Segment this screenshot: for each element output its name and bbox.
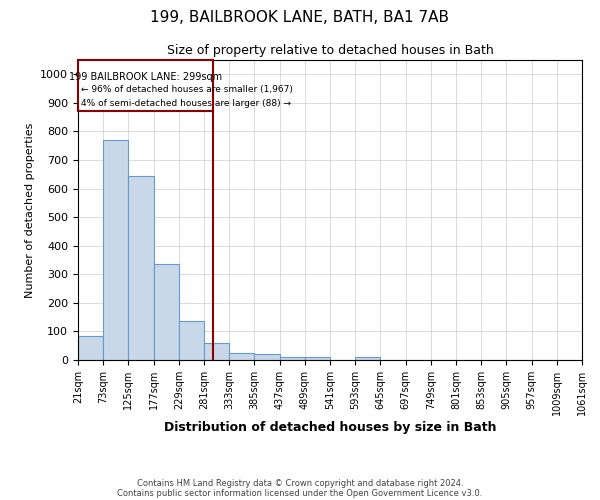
Text: 4% of semi-detached houses are larger (88) →: 4% of semi-detached houses are larger (8… (80, 99, 290, 108)
Bar (254, 354, 280, 360)
Bar (154, 264, 179, 360)
Bar (305, 357, 330, 360)
Text: ← 96% of detached houses are smaller (1,967): ← 96% of detached houses are smaller (1,… (80, 86, 292, 94)
Bar (229, 353, 254, 360)
Title: Size of property relative to detached houses in Bath: Size of property relative to detached ho… (167, 44, 493, 58)
Text: Contains public sector information licensed under the Open Government Licence v3: Contains public sector information licen… (118, 488, 482, 498)
Text: 199, BAILBROOK LANE, BATH, BA1 7AB: 199, BAILBROOK LANE, BATH, BA1 7AB (151, 10, 449, 25)
Y-axis label: Number of detached properties: Number of detached properties (25, 122, 35, 298)
FancyBboxPatch shape (78, 60, 212, 111)
Bar (179, 322, 204, 360)
Bar (355, 357, 380, 360)
Bar (128, 176, 154, 360)
Bar (78, 336, 103, 360)
Text: Contains HM Land Registry data © Crown copyright and database right 2024.: Contains HM Land Registry data © Crown c… (137, 478, 463, 488)
Bar (280, 357, 305, 360)
X-axis label: Distribution of detached houses by size in Bath: Distribution of detached houses by size … (164, 420, 496, 434)
Bar (103, 140, 128, 360)
Text: 199 BAILBROOK LANE: 299sqm: 199 BAILBROOK LANE: 299sqm (69, 72, 222, 82)
Bar (204, 343, 229, 360)
